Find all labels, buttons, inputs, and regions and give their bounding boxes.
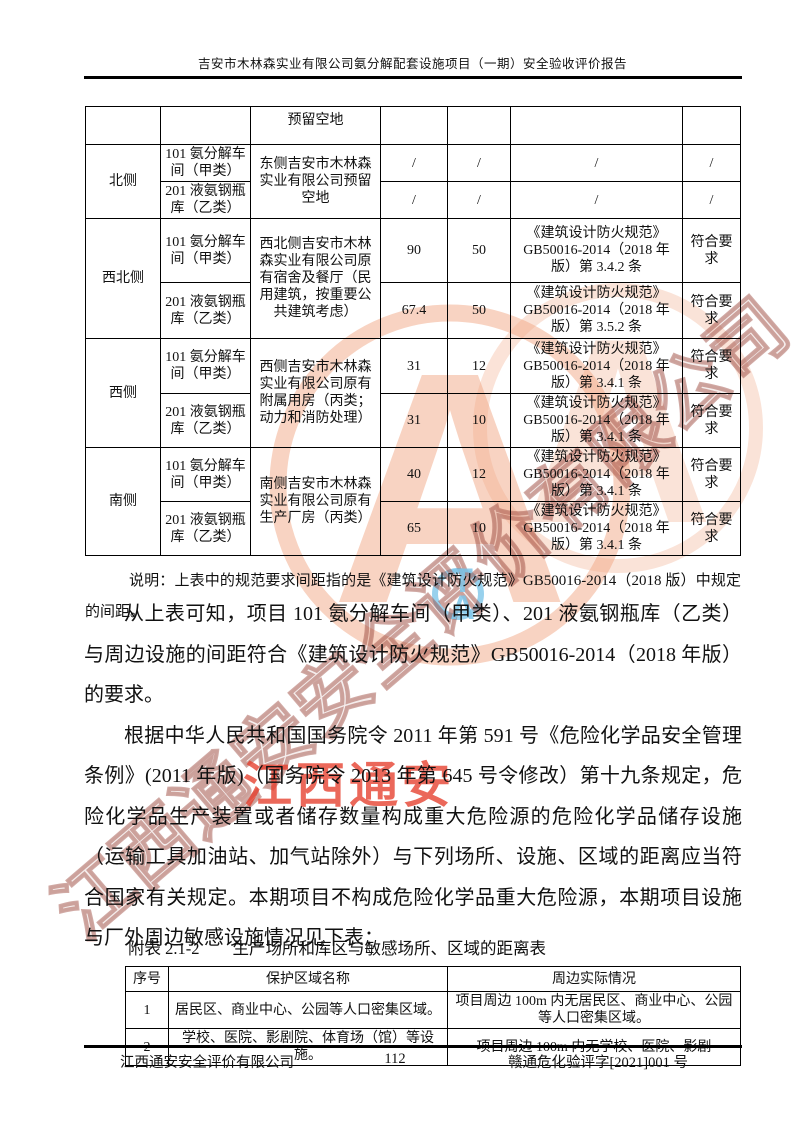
table-header-row: 序号 保护区域名称 周边实际情况 (125, 966, 741, 992)
table-row-south-101: 南侧 101 氨分解车间（甲类） 南侧吉安市木林森实业有限公司原有生产厂房（丙类… (85, 447, 741, 556)
cell-actual (380, 106, 448, 145)
cell-side: 西侧 (85, 338, 161, 448)
cell-basis: 《建筑设计防火规范》GB50016-2014（2018 年版）第 3.5.2 条 (510, 282, 683, 339)
cell-actual: 31 (380, 338, 448, 394)
body-paragraphs: 从上表可知，项目 101 氨分解车间（甲类）、201 液氨钢瓶库（乙类）与周边设… (84, 594, 742, 959)
cell-required: 12 (447, 447, 511, 502)
cell-adjacent: 西北侧吉安市木林森实业有限公司原有宿舍及餐厅（民用建筑，按重要公共建筑考虑） (250, 218, 381, 339)
cell-required: 50 (447, 218, 511, 283)
header-rule (84, 76, 742, 79)
cell-adjacent: 东侧吉安市木林森实业有限公司预留空地 (250, 144, 381, 219)
cell-basis: 《建筑设计防火规范》GB50016-2014（2018 年版）第 3.4.1 条 (510, 447, 683, 502)
table-row-carryover: 预留空地 (85, 106, 741, 145)
cell-facility (160, 106, 251, 145)
cell-facility: 201 液氨钢瓶库（乙类） (160, 501, 251, 556)
cell-conclusion: 符合要求 (682, 393, 741, 448)
col-header-actual-situation: 周边实际情况 (447, 966, 741, 992)
table-row-west-101: 西侧 101 氨分解车间（甲类） 西侧吉安市木林森实业有限公司原有附属用房（丙类… (85, 338, 741, 448)
footer-company: 江西通安安全评价有限公司 (120, 1055, 294, 1071)
cell-actual: / (380, 181, 448, 219)
table-row-northwest-201: 201 液氨钢瓶库（乙类） 67.4 50 《建筑设计防火规范》GB50016-… (86, 282, 741, 339)
cell-required: / (447, 144, 511, 182)
cell-required: 10 (447, 393, 511, 448)
cell-conclusion: 符合要求 (682, 501, 741, 556)
cell-facility: 201 液氨钢瓶库（乙类） (160, 282, 251, 339)
paragraph-conclusion: 从上表可知，项目 101 氨分解车间（甲类）、201 液氨钢瓶库（乙类）与周边设… (84, 603, 742, 706)
cell-side: 西北侧 (85, 218, 161, 339)
cell-conclusion: 符合要求 (682, 338, 741, 394)
cell-protected-area: 居民区、商业中心、公园等人口密集区域。 (168, 991, 448, 1029)
cell-required: 12 (447, 338, 511, 394)
cell-facility: 101 氨分解车间（甲类） (160, 218, 251, 283)
cell-actual: / (380, 144, 448, 182)
cell-adjacent: 西侧吉安市木林森实业有限公司原有附属用房（丙类；动力和消防处理） (250, 338, 381, 448)
cell-basis (510, 106, 683, 145)
table-row-north-201: 201 液氨钢瓶库（乙类） / / / / (86, 181, 741, 219)
footer-rule (84, 1045, 742, 1048)
fire-spacing-table: 预留空地 北侧 101 氨分解车间（甲类） 东侧吉安市木林森实业有限公司预留空地… (85, 106, 741, 556)
cell-conclusion: 符合要求 (682, 218, 741, 283)
cell-basis: 《建筑设计防火规范》GB50016-2014（2018 年版）第 3.4.1 条 (510, 393, 683, 448)
table-row: 1 居民区、商业中心、公园等人口密集区域。 项目周边 100m 内无居民区、商业… (125, 991, 741, 1029)
page-header-title: 吉安市木林森实业有限公司氨分解配套设施项目（一期）安全验收评价报告 (197, 57, 627, 71)
cell-actual: 65 (380, 501, 448, 556)
cell-side: 北侧 (85, 144, 161, 219)
cell-facility: 101 氨分解车间（甲类） (160, 338, 251, 394)
table-row-west-201: 201 液氨钢瓶库（乙类） 31 10 《建筑设计防火规范》GB50016-20… (86, 393, 741, 448)
cell-side (85, 106, 161, 145)
cell-actual: 40 (380, 447, 448, 502)
table-row-northwest-101: 西北侧 101 氨分解车间（甲类） 西北侧吉安市木林森实业有限公司原有宿舍及餐厅… (85, 218, 741, 339)
table-row-south-201: 201 液氨钢瓶库（乙类） 65 10 《建筑设计防火规范》GB50016-20… (86, 501, 741, 556)
cell-basis: / (510, 144, 683, 182)
cell-actual: 90 (380, 218, 448, 283)
sub-table-title: 附表 2.1-2 生产场所和库区与敏感场所、区域的距离表 (128, 939, 546, 958)
cell-basis: 《建筑设计防火规范》GB50016-2014（2018 年版）第 3.4.2 条 (510, 218, 683, 283)
cell-facility: 201 液氨钢瓶库（乙类） (160, 393, 251, 448)
cell-adjacent: 预留空地 (250, 106, 381, 145)
cell-required: 10 (447, 501, 511, 556)
footer-page-number: 112 (384, 1051, 406, 1067)
cell-adjacent: 南侧吉安市木林森实业有限公司原有生产厂房（丙类） (250, 447, 381, 556)
cell-actual: 67.4 (380, 282, 448, 339)
cell-required (447, 106, 511, 145)
col-header-index: 序号 (125, 966, 169, 992)
cell-actual: 31 (380, 393, 448, 448)
table-row-north-101: 北侧 101 氨分解车间（甲类） 东侧吉安市木林森实业有限公司预留空地 / / … (85, 144, 741, 219)
cell-conclusion: 符合要求 (682, 447, 741, 502)
cell-index: 1 (125, 991, 169, 1029)
cell-conclusion: 符合要求 (682, 282, 741, 339)
cell-basis: 《建筑设计防火规范》GB50016-2014（2018 年版）第 3.4.1 条 (510, 338, 683, 394)
cell-conclusion: / (682, 181, 741, 219)
cell-basis: 《建筑设计防火规范》GB50016-2014（2018 年版）第 3.4.1 条 (510, 501, 683, 556)
cell-required: 50 (447, 282, 511, 339)
cell-actual-situation: 项目周边 100m 内无居民区、商业中心、公园等人口密集区域。 (447, 991, 741, 1029)
cell-required: / (447, 181, 511, 219)
cell-side: 南侧 (85, 447, 161, 556)
cell-facility: 101 氨分解车间（甲类） (160, 447, 251, 502)
cell-facility: 201 液氨钢瓶库（乙类） (160, 181, 251, 219)
col-header-protected-area: 保护区域名称 (168, 966, 448, 992)
footer-doc-number: 赣通危化验评字[2021]001 号 (507, 1055, 688, 1071)
cell-facility: 101 氨分解车间（甲类） (160, 144, 251, 182)
cell-basis: / (510, 181, 683, 219)
cell-conclusion (682, 106, 741, 145)
paragraph-regulation: 根据中华人民共和国国务院令 2011 年第 591 号《危险化学品安全管理条例》… (84, 724, 742, 950)
cell-conclusion: / (682, 144, 741, 182)
